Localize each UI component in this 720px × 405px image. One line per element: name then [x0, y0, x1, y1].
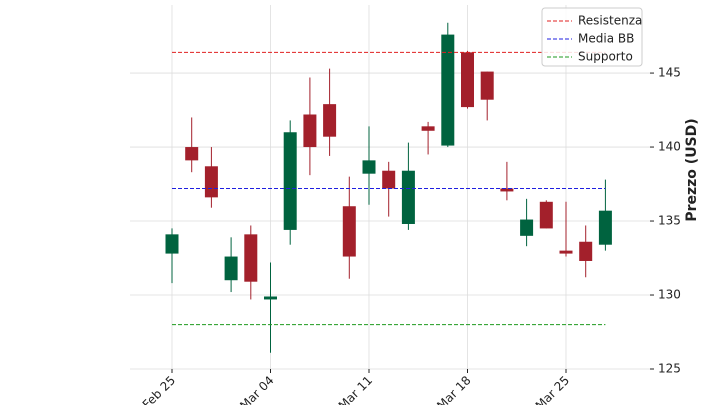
- candle-body: [185, 147, 199, 161]
- candle-body: [165, 234, 179, 254]
- candle-body: [579, 241, 593, 261]
- candle-body: [244, 234, 258, 282]
- candle-body: [520, 219, 534, 236]
- candle-body: [224, 256, 238, 281]
- candle-body: [539, 201, 553, 229]
- grid: [130, 5, 650, 370]
- y-tick-label: 140: [658, 140, 681, 154]
- candle-body: [303, 114, 317, 148]
- y-tick-label: 125: [658, 362, 681, 376]
- candle-body: [401, 170, 415, 224]
- y-tick-label: 130: [658, 288, 681, 302]
- x-tick-label: Feb 25: [140, 373, 178, 405]
- candle-body: [480, 71, 494, 100]
- x-tick-label: Mar 11: [336, 373, 375, 405]
- candle-body: [362, 160, 376, 174]
- y-axis-label: Prezzo (USD): [684, 118, 700, 221]
- legend-box: [541, 7, 643, 67]
- legend-label: Resistenza: [578, 14, 642, 28]
- y-tick-label: 135: [658, 214, 681, 228]
- candle-body: [441, 34, 455, 146]
- candle-body: [342, 206, 356, 257]
- candle-body: [204, 166, 218, 198]
- legend-label: Supporto: [578, 50, 633, 64]
- candle-body: [598, 210, 612, 245]
- legend-label: Media BB: [578, 32, 634, 46]
- candle-body: [500, 188, 514, 192]
- x-tick-label: Mar 18: [434, 373, 473, 405]
- candle-body: [461, 52, 474, 108]
- candle-body: [323, 104, 337, 137]
- candle-body: [421, 126, 435, 131]
- candle-body: [264, 296, 277, 300]
- y-tick-label: 145: [658, 66, 681, 80]
- candle-body: [559, 250, 573, 254]
- candle-body: [382, 170, 396, 189]
- x-tick-label: Mar 04: [237, 373, 276, 405]
- x-tick-label: Mar 25: [533, 373, 572, 405]
- candle-body: [283, 132, 297, 230]
